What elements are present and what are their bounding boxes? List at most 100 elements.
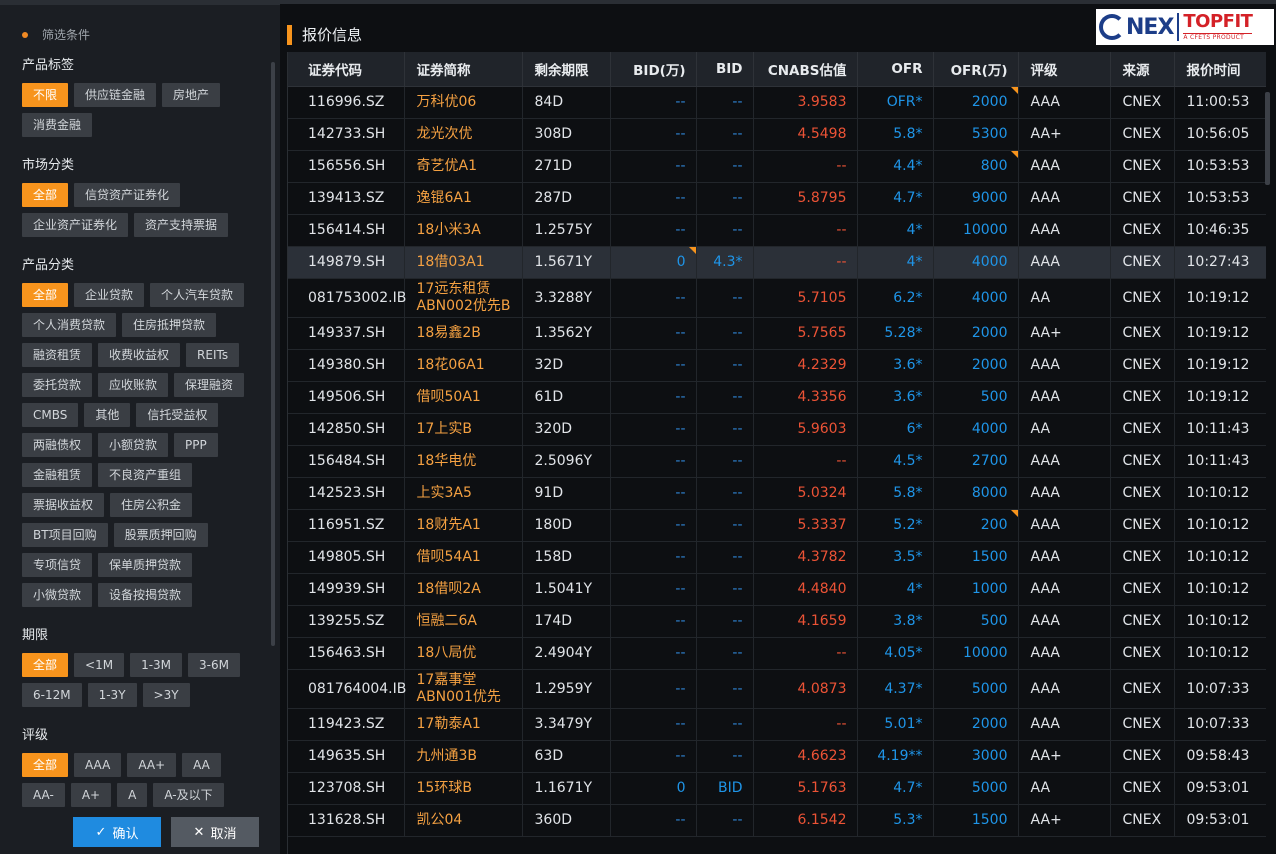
filter-tag[interactable]: 消费金融	[22, 113, 93, 137]
filter-tag[interactable]: 住房公积金	[110, 493, 193, 517]
ofr-cell: 5.8*	[857, 477, 934, 510]
column-header[interactable]: 报价时间	[1174, 52, 1266, 87]
filter-tag[interactable]: 收费收益权	[98, 343, 181, 367]
filter-tag[interactable]: 1-3M	[130, 653, 183, 677]
filter-tag[interactable]: 不良资产重组	[98, 463, 193, 487]
column-header[interactable]: 剩余期限	[522, 52, 611, 87]
filter-tag[interactable]: CMBS	[22, 403, 79, 427]
filter-tag[interactable]: 住房抵押贷款	[122, 313, 217, 337]
table-row[interactable]: 081764004.IB 17嘉事堂 ABN001优先 1.2959Y -- -- 4.08…	[288, 669, 1266, 709]
filter-tag[interactable]: 小微贷款	[22, 583, 93, 607]
filter-tag[interactable]: 股票质押回购	[113, 523, 208, 547]
filter-tag[interactable]: 小额贷款	[98, 433, 169, 457]
table-row[interactable]: 149879.SH 18借03A1 1.5671Y 0 4.3* -- 4* 4000 AAA C…	[288, 246, 1266, 279]
filter-tag[interactable]: 全部	[22, 183, 69, 207]
table-row[interactable]: 149337.SH 18易鑫2B 1.3562Y -- -- 5.7565 5.28* 200…	[288, 317, 1266, 350]
column-header[interactable]: OFR	[857, 52, 934, 87]
table-row[interactable]: 142523.SH 上实3A5 91D -- -- 5.0324 5.8* 8000 AAA CN…	[288, 477, 1266, 510]
security-code-cell: 149939.SH	[288, 573, 405, 606]
filter-tag[interactable]: A-及以下	[153, 783, 224, 807]
filter-tag[interactable]: 不限	[22, 83, 69, 107]
filter-tag[interactable]: 资产支持票据	[134, 213, 229, 237]
table-scrollbar[interactable]	[1265, 92, 1270, 185]
table-row[interactable]: 149380.SH 18花06A1 32D -- -- 4.2329 3.6* 2000 AAA…	[288, 349, 1266, 382]
filter-tag[interactable]: 票据收益权	[22, 493, 105, 517]
filter-tag[interactable]: 全部	[22, 653, 69, 677]
filter-tag[interactable]: 专项信贷	[22, 553, 93, 577]
table-row[interactable]: 131628.SH 凯公04 360D -- -- 6.1542 5.3* 1500 AA+ CN…	[288, 804, 1266, 837]
filter-tag[interactable]: PPP	[174, 433, 218, 457]
column-header[interactable]: BID(万)	[610, 52, 697, 87]
filter-tag[interactable]: 1-3Y	[87, 683, 137, 707]
filter-tag[interactable]: 两融债权	[22, 433, 93, 457]
filter-tag[interactable]: 个人汽车贷款	[150, 283, 245, 307]
filter-tag[interactable]: A	[117, 783, 148, 807]
table-row[interactable]: 081753002.IB 17远东租赁 ABN002优先B 3.3288Y -- -- 5.…	[288, 278, 1266, 318]
filter-scrollbar[interactable]	[271, 62, 275, 646]
cancel-button[interactable]: ✕ 取消	[171, 817, 259, 847]
table-row[interactable]: 156484.SH 18华电优 2.5096Y -- -- -- 4.5* 2700 AAA CN…	[288, 445, 1266, 478]
quote-time-cell: 10:19:12	[1174, 349, 1266, 382]
security-code-cell: 116951.SZ	[288, 509, 405, 542]
filter-tag[interactable]: 供应链金融	[74, 83, 157, 107]
table-row[interactable]: 123708.SH 15环球B 1.1671Y 0 BID 5.1763 4.7* 5000 A…	[288, 772, 1266, 805]
filter-tag[interactable]: <1M	[74, 653, 125, 677]
filter-tag[interactable]: 个人消费贷款	[22, 313, 117, 337]
table-row[interactable]: 149939.SH 18借呗2A 1.5041Y -- -- 4.4840 4* 1000 AA…	[288, 573, 1266, 606]
table-row[interactable]: 142733.SH 龙光次优 308D -- -- 4.5498 5.8* 5300 AA+ CN…	[288, 118, 1266, 151]
filter-tag[interactable]: AA+	[127, 753, 177, 777]
ofr-volume-cell: 4000	[933, 278, 1019, 318]
column-header[interactable]: 评级	[1018, 52, 1111, 87]
table-row[interactable]: 149635.SH 九州通3B 63D -- -- 4.6623 4.19** 3000 AA+…	[288, 740, 1266, 773]
filter-tag[interactable]: >3Y	[142, 683, 190, 707]
filter-tag[interactable]: AA	[182, 753, 221, 777]
table-row[interactable]: 119423.SZ 17勒泰A1 3.3479Y -- -- -- 5.01* 2000 AAA…	[288, 708, 1266, 741]
filter-tag[interactable]: A+	[70, 783, 112, 807]
table-row[interactable]: 149506.SH 借呗50A1 61D -- -- 4.3356 3.6* 500 AAA CN…	[288, 381, 1266, 414]
column-header[interactable]: 证券简称	[404, 52, 523, 87]
table-row[interactable]: 156556.SH 奇艺优A1 271D -- -- -- 4.4* 800 AAA CNEX 10…	[288, 150, 1266, 183]
filter-tag[interactable]: 信贷资产证券化	[74, 183, 181, 207]
table-row[interactable]: 116996.SZ 万科优06 84D -- -- 3.9583 OFR* 2000 AAA CN…	[288, 86, 1266, 119]
filter-tag[interactable]: 应收账款	[98, 373, 169, 397]
filter-tag[interactable]: 融资租赁	[22, 343, 93, 367]
column-header[interactable]: OFR(万)	[933, 52, 1019, 87]
column-header[interactable]: 来源	[1110, 52, 1175, 87]
filter-tag[interactable]: 委托贷款	[22, 373, 93, 397]
filter-tag[interactable]: 保理融资	[174, 373, 245, 397]
filter-tag[interactable]: AA-	[22, 783, 65, 807]
table-row[interactable]: 156414.SH 18小米3A 1.2575Y -- -- -- 4* 10000 AAA CN…	[288, 214, 1266, 247]
table-row[interactable]: 156463.SH 18八局优 2.4904Y -- -- -- 4.05* 10000 AAA…	[288, 637, 1266, 670]
filter-tag[interactable]: 房地产	[162, 83, 221, 107]
confirm-button[interactable]: ✓ 确认	[73, 817, 161, 847]
column-header[interactable]: 证券代码	[288, 52, 405, 87]
filter-tag[interactable]: 企业贷款	[74, 283, 145, 307]
table-row[interactable]: 139255.SZ 恒融二6A 174D -- -- 4.1659 3.8* 500 AAA CN…	[288, 605, 1266, 638]
security-code-cell: 156463.SH	[288, 637, 405, 670]
ofr-volume-cell: 1000	[933, 573, 1019, 606]
filter-tag[interactable]: 设备按揭贷款	[98, 583, 193, 607]
table-row[interactable]: 149805.SH 借呗54A1 158D -- -- 4.3782 3.5* 1500 AAA…	[288, 541, 1266, 574]
filter-tag[interactable]: 信托受益权	[136, 403, 219, 427]
table-row[interactable]: 142850.SH 17上实B 320D -- -- 5.9603 6* 4000 AA CNEX…	[288, 413, 1266, 446]
filter-tag[interactable]: 全部	[22, 283, 69, 307]
filter-tag[interactable]: 全部	[22, 753, 69, 777]
filter-tag[interactable]: 6-12M	[22, 683, 82, 707]
filter-tag[interactable]: 金融租赁	[22, 463, 93, 487]
security-code-cell: 156556.SH	[288, 150, 405, 183]
bullet-icon	[22, 31, 28, 38]
filter-tag[interactable]: BT项目回购	[22, 523, 108, 547]
quote-time-cell: 10:10:12	[1174, 541, 1266, 574]
table-row[interactable]: 116951.SZ 18财先A1 180D -- -- 5.3337 5.2* 200 AAA C…	[288, 509, 1266, 542]
source-cell: CNEX	[1110, 118, 1175, 151]
filter-tag[interactable]: 3-6M	[188, 653, 240, 677]
filter-tag[interactable]: 企业资产证券化	[22, 213, 129, 237]
column-header[interactable]: BID	[696, 52, 754, 87]
column-header[interactable]: CNABS估值	[753, 52, 858, 87]
filter-tag[interactable]: 其他	[84, 403, 131, 427]
table-row[interactable]: 139413.SZ 逸锟6A1 287D -- -- 5.8795 4.7* 9000 AAA C…	[288, 182, 1266, 215]
filter-tag[interactable]: REITs	[186, 343, 240, 367]
filter-tag[interactable]: AAA	[74, 753, 122, 777]
filter-tag[interactable]: 保单质押贷款	[98, 553, 193, 577]
security-name-cell: 恒融二6A	[404, 605, 523, 638]
